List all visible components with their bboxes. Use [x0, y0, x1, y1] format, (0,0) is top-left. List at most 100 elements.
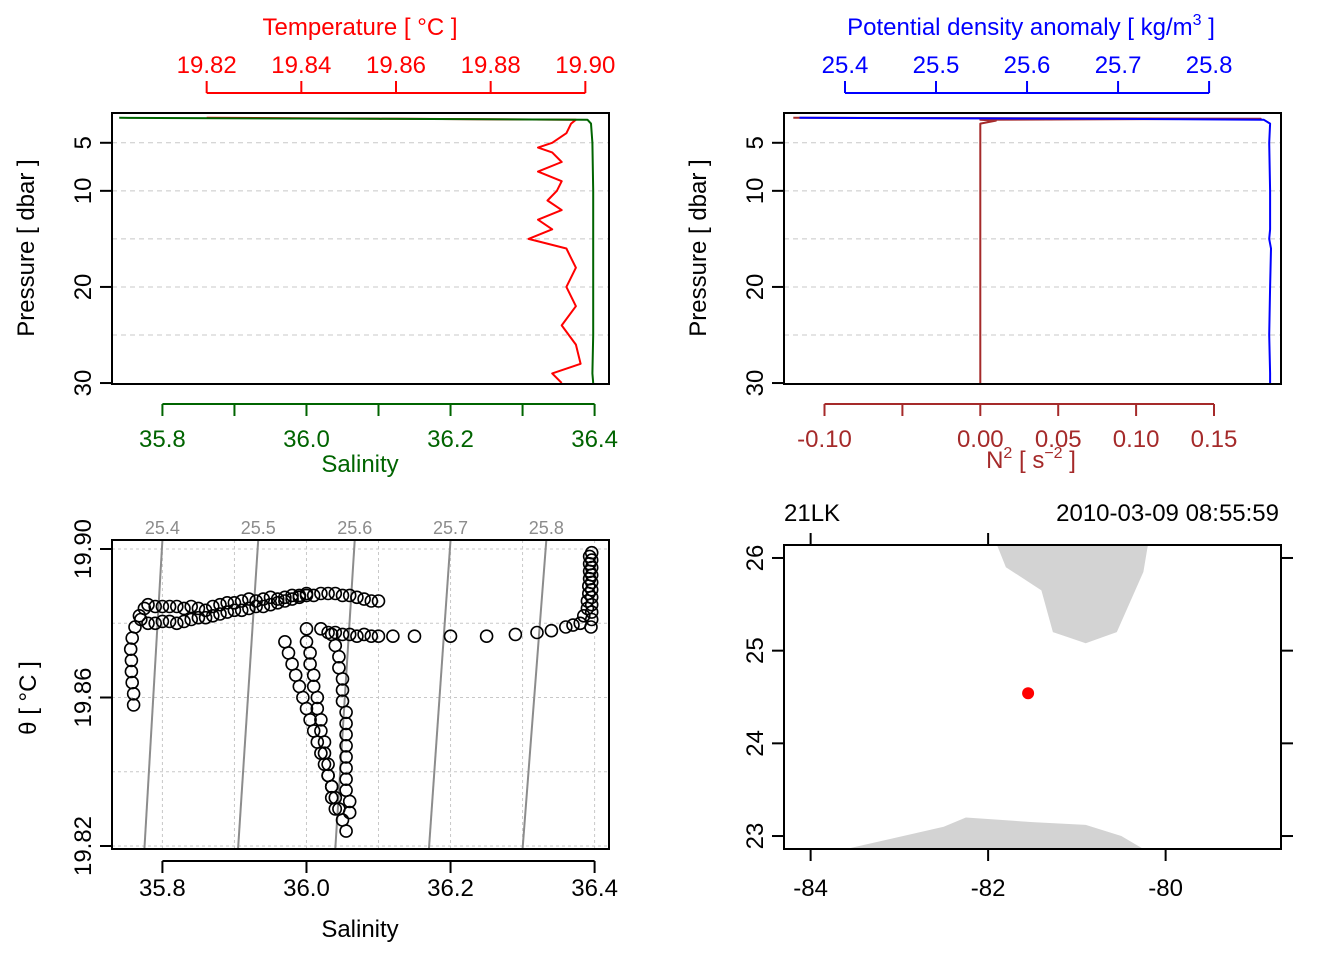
ts-point	[141, 597, 155, 612]
ts-point	[364, 594, 379, 608]
ts-point	[357, 627, 371, 642]
x-tick-label: -80	[1148, 875, 1183, 902]
top-tick-label: 25.8	[1186, 52, 1233, 79]
top-tick-label: 25.6	[1004, 52, 1051, 79]
y-tick-label: 23	[742, 823, 769, 850]
y-tick-label: 30	[742, 370, 769, 397]
ts-point	[386, 629, 400, 644]
ts-point	[339, 738, 353, 753]
ts-point	[303, 657, 317, 671]
ts-point	[350, 590, 364, 605]
bottom-tick-label: -0.10	[797, 426, 852, 453]
density-n2-profile-panel: 25.4 25.5 25.6 25.7 25.8 -0.10 0.00 0.05 0.10 0.1…	[685, 12, 1282, 474]
ts-point	[371, 594, 386, 608]
p2-axes: 25.4 25.5 25.6 25.7 25.8 -0.10 0.00 0.05 0.10 0.1…	[742, 52, 1237, 453]
p3-y-axis-label: θ [ °C ]	[15, 661, 42, 735]
x-tick-label: -84	[793, 875, 828, 902]
p2-bottom-label-sup2: −2	[1044, 445, 1062, 462]
y-tick-label: 24	[742, 730, 769, 757]
x-tick-label: 36.2	[427, 875, 474, 902]
ts-point	[339, 716, 353, 731]
salinity-temperature-profile-panel: 19.82 19.84 19.86 19.88 19.90 35.8 36.0 36.2 36.…	[13, 14, 618, 478]
p1-bottom-axis-label: Salinity	[321, 451, 398, 478]
bottom-tick-label: 0.10	[1113, 426, 1160, 453]
ts-point	[278, 634, 292, 649]
isopycnal-label: 25.7	[433, 518, 468, 538]
ts-point	[324, 779, 339, 794]
y-tick-label: 19.86	[70, 667, 97, 727]
p2-bottom-label-mid: [ s	[1012, 447, 1044, 474]
ts-point	[177, 601, 191, 616]
station-map-panel: -84 -82 -80 23 24 25 26 21LK 2010-03-09 08:55:…	[742, 500, 1293, 902]
temperature-line	[206, 116, 582, 384]
ts-point	[584, 612, 599, 627]
p4-station-name: 21LK	[784, 500, 840, 527]
ts-point	[125, 675, 139, 690]
top-tick-label: 19.88	[461, 52, 521, 79]
top-tick-label: 19.86	[366, 52, 426, 79]
ts-point	[242, 592, 256, 606]
n2-line	[793, 116, 1262, 383]
ts-point	[332, 660, 346, 675]
ts-point	[170, 616, 184, 631]
top-tick-label: 25.5	[913, 52, 960, 79]
x-tick-label: 36.0	[283, 875, 330, 902]
ts-point	[148, 616, 162, 631]
ts-point	[584, 597, 599, 612]
ts-point	[321, 625, 335, 640]
p2-bottom-axis-label: N2 [ s−2 ]	[986, 445, 1076, 474]
ts-point	[328, 586, 343, 601]
x-tick-label: 36.4	[571, 875, 618, 902]
ts-point	[314, 724, 328, 738]
y-tick-label: 10	[742, 177, 769, 204]
ts-point	[314, 586, 328, 601]
y-tick-label: 5	[70, 136, 97, 149]
ts-point	[177, 614, 191, 629]
bottom-tick-label: 36.4	[571, 426, 618, 453]
ts-point	[198, 610, 213, 625]
bottom-tick-label: 36.0	[283, 426, 330, 453]
ts-point	[371, 629, 386, 644]
isopycnal-line	[334, 539, 356, 850]
ts-point	[306, 724, 321, 738]
ts-point	[162, 599, 177, 614]
ts-point	[314, 712, 328, 727]
ts-point	[342, 588, 357, 603]
ts-point	[584, 582, 599, 597]
isopycnal-label: 25.8	[529, 518, 564, 538]
ts-point	[332, 649, 346, 664]
ts-point	[213, 607, 227, 621]
ts-point	[364, 629, 379, 644]
p4-plot-frame	[783, 544, 1282, 850]
top-tick-label: 25.7	[1095, 52, 1142, 79]
ts-point	[339, 772, 353, 787]
ts-point	[213, 597, 227, 612]
ts-point	[227, 603, 242, 618]
ts-point	[191, 610, 206, 625]
ts-point	[328, 802, 343, 816]
p4-land	[846, 545, 1148, 849]
ts-point	[321, 586, 335, 601]
p3-points	[123, 545, 599, 838]
ts-point	[126, 686, 141, 701]
p3-grid	[112, 540, 609, 849]
ts-point	[288, 668, 303, 683]
ts-point	[206, 608, 220, 623]
p1-plot-frame	[111, 112, 610, 385]
ts-point	[584, 560, 599, 575]
ts-point	[339, 750, 353, 764]
ts-point	[126, 698, 141, 712]
p2-top-axis-label: Potential density anomaly [ kg/m3 ]	[847, 12, 1215, 41]
isopycnal-line	[237, 539, 260, 850]
ts-point	[317, 735, 332, 749]
ts-point	[584, 605, 599, 619]
ts-point	[292, 590, 307, 605]
ts-point	[220, 595, 234, 610]
ts-point	[303, 646, 317, 660]
isopycnal-line	[521, 539, 548, 850]
ts-point	[328, 638, 343, 653]
ts-point	[357, 592, 371, 606]
ts-point	[270, 595, 285, 610]
ts-point	[335, 588, 350, 603]
ts-point	[407, 629, 422, 644]
